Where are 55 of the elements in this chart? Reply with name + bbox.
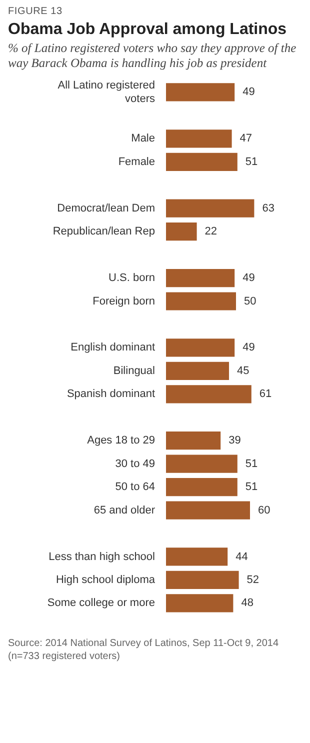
y-tick-label: English dominant	[70, 342, 155, 354]
y-tick-label: High school diploma	[56, 574, 156, 586]
y-tick-label: Bilingual	[113, 364, 155, 377]
data-label: 61	[259, 388, 272, 400]
chart-subtitle: % of Latino registered voters who say they approve of the way Barack Obama is handling his job as president	[8, 41, 298, 71]
data-label: 39	[228, 434, 241, 447]
y-tick-label: Foreign born	[92, 295, 155, 308]
bar	[166, 338, 235, 357]
y-tick-label: Spanish dominant	[66, 388, 155, 400]
y-tick-label: All Latino registered voters	[58, 80, 156, 105]
y-tick-label: Republican/lean Rep	[52, 226, 155, 238]
data-label: 47	[240, 132, 252, 145]
data-label: 44	[236, 550, 248, 563]
y-tick-label: Female	[118, 156, 155, 168]
source-note: Source: 2014 National Survey of Latinos, Sep 11-Oct 9, 2014 (n=733 registered voters)	[8, 637, 280, 663]
data-label: 22	[204, 226, 218, 238]
data-label: 49	[242, 272, 255, 284]
data-label: 52	[246, 574, 260, 586]
data-label: 60	[258, 504, 270, 516]
data-label: 45	[237, 364, 250, 377]
y-tick-label: U.S. born	[108, 272, 155, 284]
y-tick-label: Some college or more	[47, 597, 155, 610]
data-label: 51	[245, 458, 258, 470]
data-label: 51	[245, 481, 258, 494]
bar	[166, 501, 250, 520]
y-tick-label: Ages 18 to 29	[87, 434, 155, 447]
data-label: 50	[244, 295, 256, 308]
data-label: 49	[242, 342, 255, 354]
y-tick-label: Democrat/lean Dem	[57, 202, 155, 214]
bar	[166, 594, 234, 612]
bar	[166, 454, 238, 473]
chart-title: Obama Job Approval among Latinos	[8, 21, 288, 39]
bar	[166, 478, 238, 496]
data-label: 51	[245, 156, 258, 168]
bar	[166, 292, 236, 310]
y-tick-label: Less than high school	[48, 550, 155, 563]
data-label: 48	[241, 597, 254, 610]
bar	[166, 385, 252, 404]
bar	[166, 570, 239, 590]
caption: FIGURE 13	[8, 6, 64, 17]
bar	[166, 222, 197, 241]
bar	[166, 268, 235, 288]
bar	[166, 548, 228, 566]
bar	[166, 130, 232, 148]
bar	[166, 83, 235, 102]
data-label: 63	[262, 202, 274, 214]
bar	[166, 152, 238, 171]
bar	[166, 432, 221, 450]
bar	[166, 199, 254, 218]
y-tick-label: 65 and older	[94, 504, 156, 516]
bar	[166, 362, 229, 380]
y-tick-label: Male	[131, 132, 155, 145]
y-tick-label: 50 to 64	[115, 481, 155, 494]
data-label: 49	[242, 86, 255, 98]
y-tick-label: 30 to 49	[115, 458, 155, 470]
